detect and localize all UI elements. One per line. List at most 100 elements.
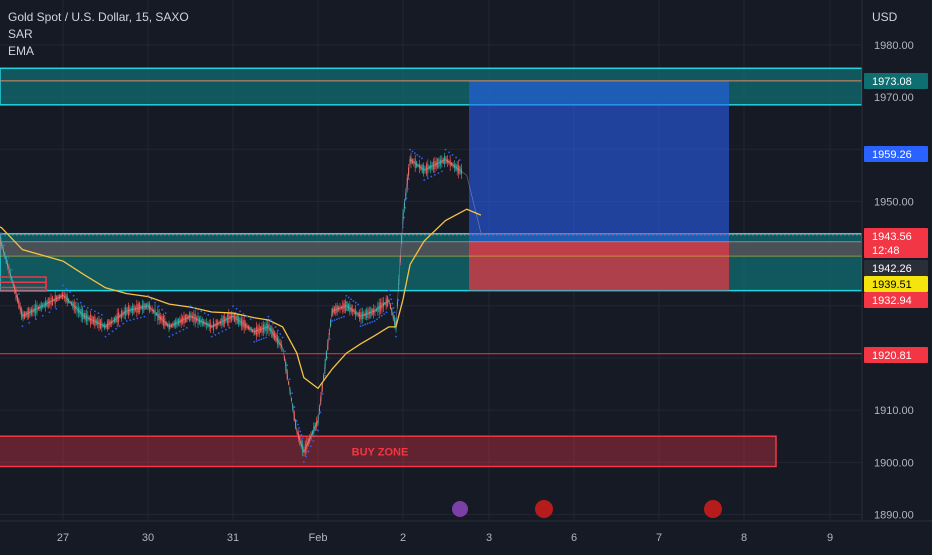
sar-dot xyxy=(408,178,410,181)
sar-dot xyxy=(101,313,103,316)
sar-dot xyxy=(317,429,319,432)
sar-dot xyxy=(210,335,213,338)
sar-dot xyxy=(448,151,450,154)
sar-dot xyxy=(207,313,210,316)
sar-dot xyxy=(310,445,312,448)
sar-dot xyxy=(392,307,395,309)
price-tag-label: 1942.26 xyxy=(872,263,912,275)
us-event-icon[interactable] xyxy=(535,500,553,518)
sar-dot xyxy=(383,313,386,315)
x-tick-label: 27 xyxy=(57,532,69,544)
sar-dot xyxy=(354,301,357,304)
sar-dot xyxy=(295,420,298,422)
buy-zone[interactable] xyxy=(0,435,777,468)
sar-dot xyxy=(397,299,400,301)
sar-dot xyxy=(35,318,37,321)
sar-dot xyxy=(409,148,411,151)
price-tag-bg xyxy=(864,260,928,276)
sar-dot xyxy=(305,455,308,458)
price-tag-bg xyxy=(864,276,928,292)
sar-dot xyxy=(418,155,421,158)
sar-dot xyxy=(376,318,378,321)
sar-dot xyxy=(186,327,188,329)
sar-dot xyxy=(178,330,181,333)
sar-dot xyxy=(235,307,238,310)
sar-dot xyxy=(437,172,440,175)
symbol-title[interactable]: Gold Spot / U.S. Dollar, 15, SAXO xyxy=(8,10,189,24)
sar-dot xyxy=(455,156,458,159)
resistance-zone[interactable] xyxy=(0,67,863,106)
sar-dot xyxy=(157,305,160,308)
sar-dot xyxy=(359,325,362,328)
sar-dot xyxy=(361,324,364,327)
sar-dot xyxy=(168,335,171,338)
sar-dot xyxy=(154,301,156,304)
sar-dot xyxy=(302,460,305,463)
sar-dot xyxy=(196,308,199,311)
sar-dot xyxy=(272,322,275,325)
sar-dot xyxy=(335,318,338,321)
event-icon[interactable] xyxy=(452,501,468,517)
sar-dot xyxy=(393,311,396,314)
price-line-series xyxy=(0,159,482,453)
price-tag[interactable]: 1939.51 xyxy=(864,276,928,292)
sar-dot xyxy=(340,316,343,319)
sar-dot xyxy=(14,280,17,283)
sar-dot xyxy=(76,298,79,301)
x-tick-label: 7 xyxy=(656,532,662,544)
sar-dot xyxy=(385,311,388,314)
sar-dot xyxy=(189,305,192,308)
price-tag[interactable]: 1920.81 xyxy=(864,347,928,363)
price-tag-bg xyxy=(864,73,928,89)
candles[interactable] xyxy=(0,152,463,457)
sar-dot xyxy=(321,393,324,395)
sar-dot xyxy=(373,320,376,322)
sar-dot xyxy=(161,308,164,311)
currency-label[interactable]: USD xyxy=(872,10,898,24)
sar-dot xyxy=(72,294,75,297)
sar-dot xyxy=(18,293,20,295)
indicator-ema-label[interactable]: EMA xyxy=(8,44,35,58)
price-tag[interactable]: 1942.26 xyxy=(864,260,928,276)
sar-dot xyxy=(225,328,227,331)
price-axis[interactable]: 1980.00 1970.00 1950.00 1910.00 1900.00 1890.… xyxy=(861,0,932,550)
sar-dot xyxy=(343,315,345,318)
price-tag[interactable]: 1943.56 12:48 xyxy=(864,228,928,258)
price-tag[interactable]: 1959.26 xyxy=(864,146,928,162)
x-tick-label: 31 xyxy=(227,532,239,544)
sar-dot xyxy=(214,333,217,336)
sar-dot xyxy=(232,305,234,308)
indicator-sar-label[interactable]: SAR xyxy=(8,27,33,41)
sar-dot xyxy=(140,316,142,319)
target-box[interactable] xyxy=(469,80,729,242)
sar-dot xyxy=(293,406,296,408)
sar-dot xyxy=(262,337,265,340)
stop-box[interactable] xyxy=(469,241,729,291)
sar-dot xyxy=(297,423,299,426)
us-event-icon[interactable] xyxy=(704,500,722,518)
sar-dot xyxy=(307,450,310,453)
sar-dot xyxy=(350,298,352,301)
sar-dot xyxy=(402,226,404,228)
price-tag-bg xyxy=(864,292,928,308)
sar-dot xyxy=(182,328,185,331)
sar-dot xyxy=(136,317,139,320)
sar-dot xyxy=(338,317,341,320)
sar-dot xyxy=(249,318,252,321)
sar-dot xyxy=(420,157,423,160)
sar-dot xyxy=(48,311,51,314)
sar-dot xyxy=(258,339,260,342)
sar-dot xyxy=(129,319,132,321)
sar-dot xyxy=(147,294,149,297)
time-axis[interactable]: 27 30 31 Feb 2 3 6 7 8 9 xyxy=(0,520,932,550)
y-tick-label: 1910.00 xyxy=(874,405,914,417)
sar-dot xyxy=(324,374,326,377)
sar-dot xyxy=(253,340,256,343)
sar-dot xyxy=(399,262,402,265)
x-tick-label: 30 xyxy=(142,532,154,544)
price-tag[interactable]: 1973.08 xyxy=(864,73,928,89)
sar-dot xyxy=(83,305,86,308)
sar-dot xyxy=(265,336,267,339)
price-tag[interactable]: 1932.94 xyxy=(864,292,928,308)
